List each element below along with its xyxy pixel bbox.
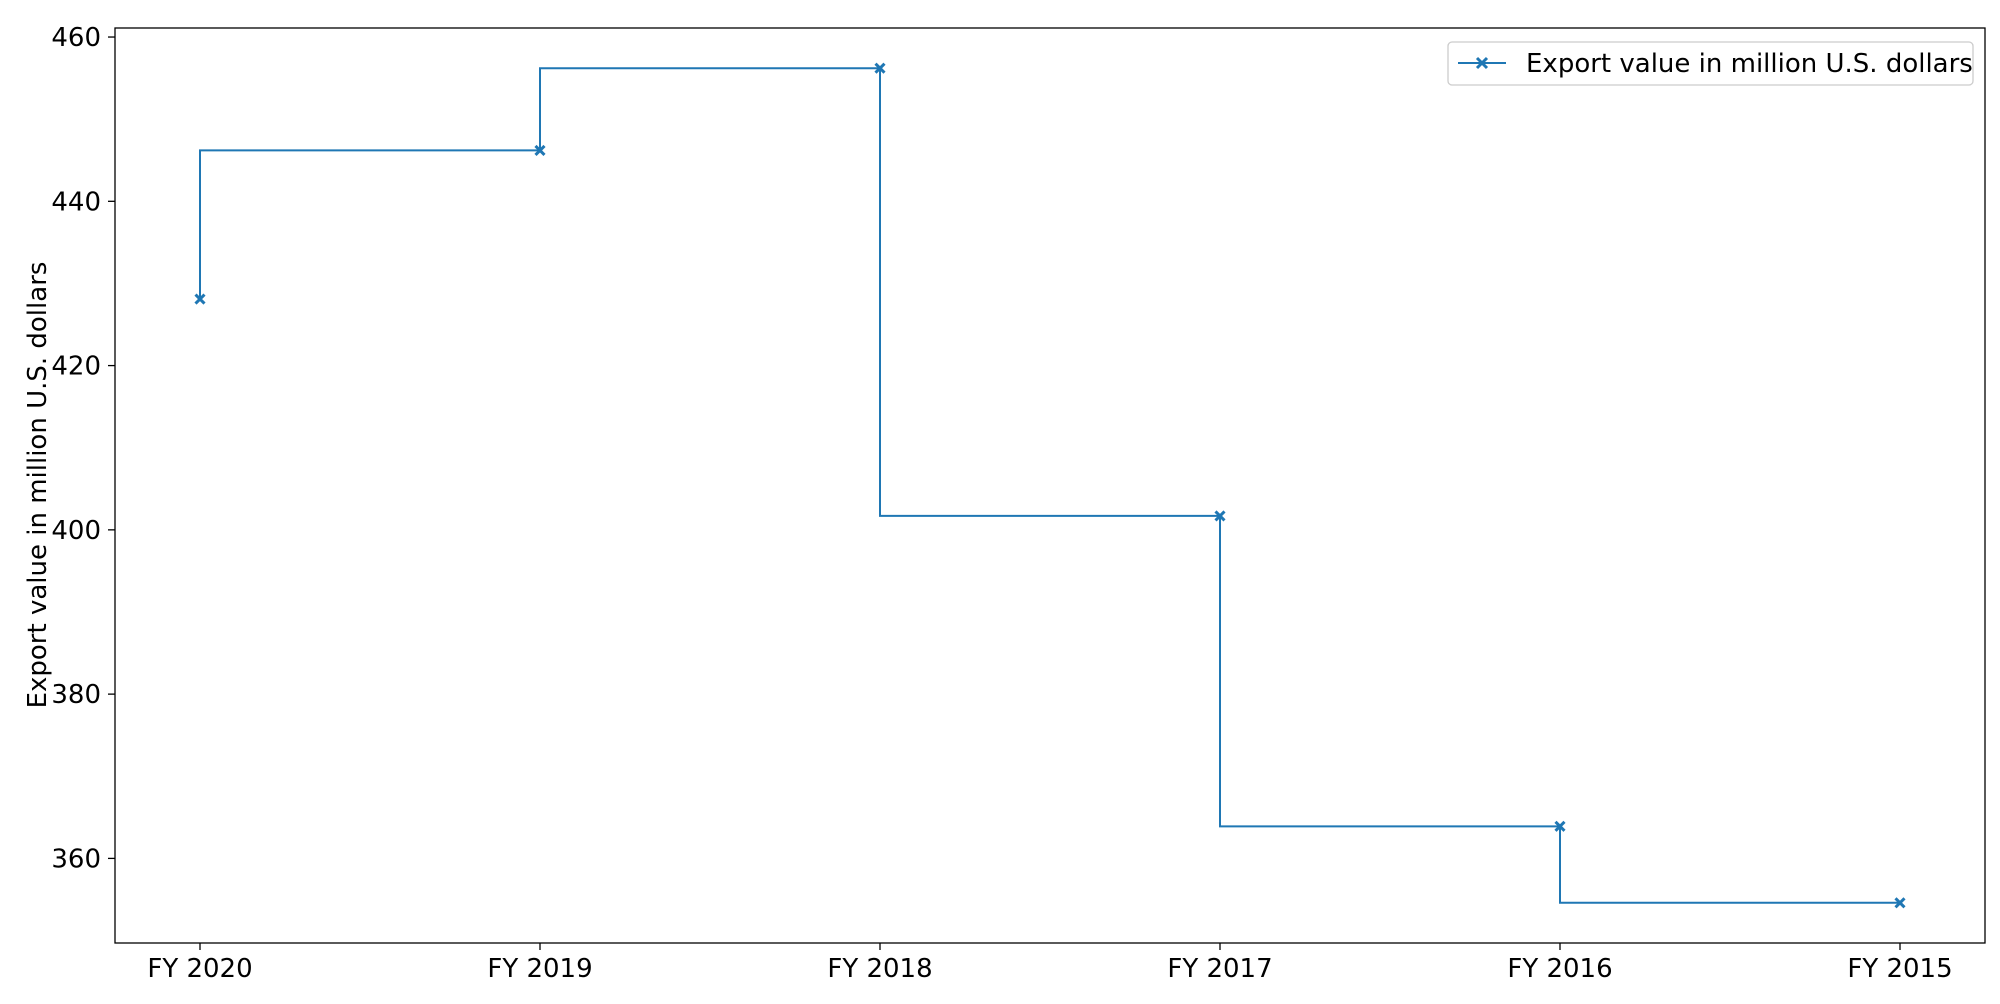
x-tick-label: FY 2020 — [147, 954, 252, 984]
y-tick-label: 400 — [51, 516, 101, 546]
legend-series-marker — [1475, 56, 1489, 70]
x-tick-label: FY 2015 — [1847, 954, 1952, 984]
y-axis-ticks: 360 380 400 420 440 460 — [51, 23, 115, 874]
data-point-marker — [874, 62, 886, 74]
y-tick-label: 360 — [51, 844, 101, 874]
data-point-marker — [1894, 897, 1906, 909]
y-axis-label: Export value in million U.S. dollars — [23, 262, 53, 709]
x-tick-label: FY 2016 — [1507, 954, 1612, 984]
plot-area — [114, 27, 1986, 944]
y-tick-label: 440 — [51, 187, 101, 217]
series-step-line — [199, 67, 1900, 904]
y-tick-label: 460 — [51, 23, 101, 53]
x-axis-ticks: FY 2020 FY 2019 FY 2018 FY 2017 FY 2016 FY 20… — [147, 943, 1953, 984]
data-point-marker — [194, 293, 206, 305]
x-tick-label: FY 2017 — [1167, 954, 1272, 984]
y-tick-label: 380 — [51, 680, 101, 710]
legend-series-label: Export value in million U.S. dollars — [1526, 49, 1973, 79]
legend: Export value in million U.S. dollars — [1447, 41, 1974, 86]
data-point-marker — [1554, 820, 1566, 832]
x-tick-label: FY 2019 — [487, 954, 592, 984]
legend-box — [1447, 41, 1974, 86]
data-point-marker — [1214, 510, 1226, 522]
series-layer — [194, 62, 1906, 909]
y-tick-label: 420 — [51, 352, 101, 382]
data-point-marker — [534, 144, 546, 156]
x-tick-label: FY 2018 — [827, 954, 932, 984]
